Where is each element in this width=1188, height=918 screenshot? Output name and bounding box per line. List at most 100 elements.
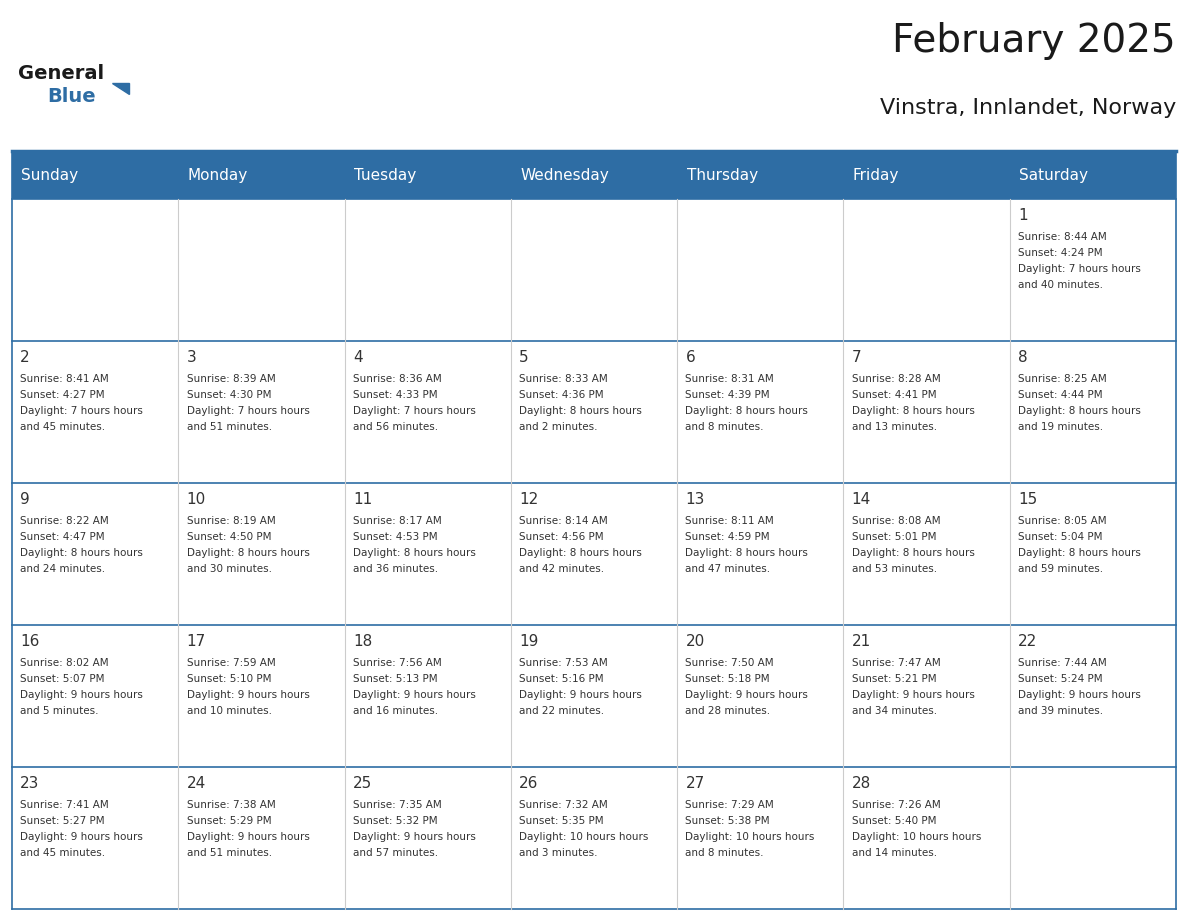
Text: 2: 2 xyxy=(20,351,30,365)
Text: Sunset: 5:04 PM: Sunset: 5:04 PM xyxy=(1018,532,1102,543)
Text: Sunrise: 7:29 AM: Sunrise: 7:29 AM xyxy=(685,800,775,810)
Text: Sunset: 4:41 PM: Sunset: 4:41 PM xyxy=(852,390,936,400)
Text: and 16 minutes.: and 16 minutes. xyxy=(353,706,438,716)
Text: 17: 17 xyxy=(187,634,206,649)
Text: February 2025: February 2025 xyxy=(892,22,1176,60)
Bar xyxy=(12,151,178,199)
Text: Sunrise: 7:59 AM: Sunrise: 7:59 AM xyxy=(187,658,276,668)
Text: Saturday: Saturday xyxy=(1019,168,1088,183)
Text: and 22 minutes.: and 22 minutes. xyxy=(519,706,605,716)
Text: Sunrise: 7:56 AM: Sunrise: 7:56 AM xyxy=(353,658,442,668)
Text: 12: 12 xyxy=(519,492,538,508)
Text: Sunrise: 8:11 AM: Sunrise: 8:11 AM xyxy=(685,516,775,526)
Text: Sunrise: 8:33 AM: Sunrise: 8:33 AM xyxy=(519,375,608,384)
Text: 14: 14 xyxy=(852,492,871,508)
Text: Sunrise: 7:32 AM: Sunrise: 7:32 AM xyxy=(519,800,608,810)
Bar xyxy=(12,767,1176,909)
Text: Tuesday: Tuesday xyxy=(354,168,416,183)
Text: and 24 minutes.: and 24 minutes. xyxy=(20,565,106,575)
Text: 22: 22 xyxy=(1018,634,1037,649)
Text: Sunset: 5:10 PM: Sunset: 5:10 PM xyxy=(187,674,271,684)
Text: Thursday: Thursday xyxy=(687,168,758,183)
Text: Sunrise: 7:53 AM: Sunrise: 7:53 AM xyxy=(519,658,608,668)
Text: Sunrise: 8:39 AM: Sunrise: 8:39 AM xyxy=(187,375,276,384)
Text: Daylight: 7 hours hours: Daylight: 7 hours hours xyxy=(20,407,143,416)
Text: General: General xyxy=(18,63,103,83)
Text: Sunset: 5:24 PM: Sunset: 5:24 PM xyxy=(1018,674,1102,684)
Text: and 3 minutes.: and 3 minutes. xyxy=(519,848,598,858)
Text: 28: 28 xyxy=(852,776,871,791)
Text: and 36 minutes.: and 36 minutes. xyxy=(353,565,438,575)
Text: 26: 26 xyxy=(519,776,538,791)
Text: Daylight: 10 hours hours: Daylight: 10 hours hours xyxy=(852,832,981,842)
Text: and 13 minutes.: and 13 minutes. xyxy=(852,422,937,432)
Text: Sunrise: 8:28 AM: Sunrise: 8:28 AM xyxy=(852,375,941,384)
Text: Sunrise: 7:41 AM: Sunrise: 7:41 AM xyxy=(20,800,109,810)
Bar xyxy=(843,151,1010,199)
Bar xyxy=(12,341,1176,483)
Text: and 14 minutes.: and 14 minutes. xyxy=(852,848,937,858)
Text: and 42 minutes.: and 42 minutes. xyxy=(519,565,605,575)
Text: and 59 minutes.: and 59 minutes. xyxy=(1018,565,1104,575)
Text: 25: 25 xyxy=(353,776,372,791)
Text: Sunset: 5:35 PM: Sunset: 5:35 PM xyxy=(519,816,604,826)
Text: Sunset: 4:53 PM: Sunset: 4:53 PM xyxy=(353,532,437,543)
Text: Sunrise: 8:25 AM: Sunrise: 8:25 AM xyxy=(1018,375,1107,384)
Bar xyxy=(511,151,677,199)
Text: 13: 13 xyxy=(685,492,704,508)
Text: Sunset: 4:33 PM: Sunset: 4:33 PM xyxy=(353,390,437,400)
Text: Daylight: 9 hours hours: Daylight: 9 hours hours xyxy=(187,832,309,842)
Text: Sunrise: 7:38 AM: Sunrise: 7:38 AM xyxy=(187,800,276,810)
Text: and 8 minutes.: and 8 minutes. xyxy=(685,848,764,858)
Text: Daylight: 8 hours hours: Daylight: 8 hours hours xyxy=(1018,548,1140,558)
Text: Vinstra, Innlandet, Norway: Vinstra, Innlandet, Norway xyxy=(880,97,1176,118)
Text: Daylight: 8 hours hours: Daylight: 8 hours hours xyxy=(187,548,309,558)
Text: and 28 minutes.: and 28 minutes. xyxy=(685,706,771,716)
Text: and 53 minutes.: and 53 minutes. xyxy=(852,565,937,575)
Text: 19: 19 xyxy=(519,634,538,649)
Text: Sunrise: 8:19 AM: Sunrise: 8:19 AM xyxy=(187,516,276,526)
Text: Sunrise: 7:50 AM: Sunrise: 7:50 AM xyxy=(685,658,775,668)
Text: Wednesday: Wednesday xyxy=(520,168,609,183)
Text: 7: 7 xyxy=(852,351,861,365)
Text: Daylight: 7 hours hours: Daylight: 7 hours hours xyxy=(187,407,309,416)
Text: Daylight: 8 hours hours: Daylight: 8 hours hours xyxy=(519,407,642,416)
Text: Sunrise: 8:22 AM: Sunrise: 8:22 AM xyxy=(20,516,109,526)
Text: and 56 minutes.: and 56 minutes. xyxy=(353,422,438,432)
Text: and 40 minutes.: and 40 minutes. xyxy=(1018,281,1104,290)
Text: Sunrise: 7:44 AM: Sunrise: 7:44 AM xyxy=(1018,658,1107,668)
Text: Daylight: 9 hours hours: Daylight: 9 hours hours xyxy=(20,690,143,700)
Text: 5: 5 xyxy=(519,351,529,365)
Text: 27: 27 xyxy=(685,776,704,791)
Text: Sunset: 4:39 PM: Sunset: 4:39 PM xyxy=(685,390,770,400)
Text: and 57 minutes.: and 57 minutes. xyxy=(353,848,438,858)
Text: Daylight: 9 hours hours: Daylight: 9 hours hours xyxy=(519,690,642,700)
Text: and 34 minutes.: and 34 minutes. xyxy=(852,706,937,716)
Text: and 10 minutes.: and 10 minutes. xyxy=(187,706,272,716)
Text: Blue: Blue xyxy=(48,87,96,106)
Text: and 51 minutes.: and 51 minutes. xyxy=(187,422,272,432)
Bar xyxy=(1010,151,1176,199)
Text: Daylight: 8 hours hours: Daylight: 8 hours hours xyxy=(685,407,808,416)
Text: Monday: Monday xyxy=(188,168,248,183)
Text: 10: 10 xyxy=(187,492,206,508)
Text: Daylight: 8 hours hours: Daylight: 8 hours hours xyxy=(519,548,642,558)
Text: 16: 16 xyxy=(20,634,39,649)
Text: Sunrise: 8:17 AM: Sunrise: 8:17 AM xyxy=(353,516,442,526)
Text: Daylight: 9 hours hours: Daylight: 9 hours hours xyxy=(685,690,808,700)
Text: Sunrise: 8:05 AM: Sunrise: 8:05 AM xyxy=(1018,516,1107,526)
Text: Daylight: 9 hours hours: Daylight: 9 hours hours xyxy=(852,690,974,700)
Text: Friday: Friday xyxy=(853,168,899,183)
Text: Sunset: 5:07 PM: Sunset: 5:07 PM xyxy=(20,674,105,684)
Text: and 2 minutes.: and 2 minutes. xyxy=(519,422,598,432)
Text: and 30 minutes.: and 30 minutes. xyxy=(187,565,272,575)
Text: Sunset: 4:30 PM: Sunset: 4:30 PM xyxy=(187,390,271,400)
Text: Sunrise: 8:44 AM: Sunrise: 8:44 AM xyxy=(1018,232,1107,242)
Text: 18: 18 xyxy=(353,634,372,649)
Text: Sunset: 5:01 PM: Sunset: 5:01 PM xyxy=(852,532,936,543)
Text: and 39 minutes.: and 39 minutes. xyxy=(1018,706,1104,716)
Text: Sunrise: 8:14 AM: Sunrise: 8:14 AM xyxy=(519,516,608,526)
Text: Sunrise: 7:35 AM: Sunrise: 7:35 AM xyxy=(353,800,442,810)
Text: Sunset: 5:29 PM: Sunset: 5:29 PM xyxy=(187,816,271,826)
Text: and 8 minutes.: and 8 minutes. xyxy=(685,422,764,432)
